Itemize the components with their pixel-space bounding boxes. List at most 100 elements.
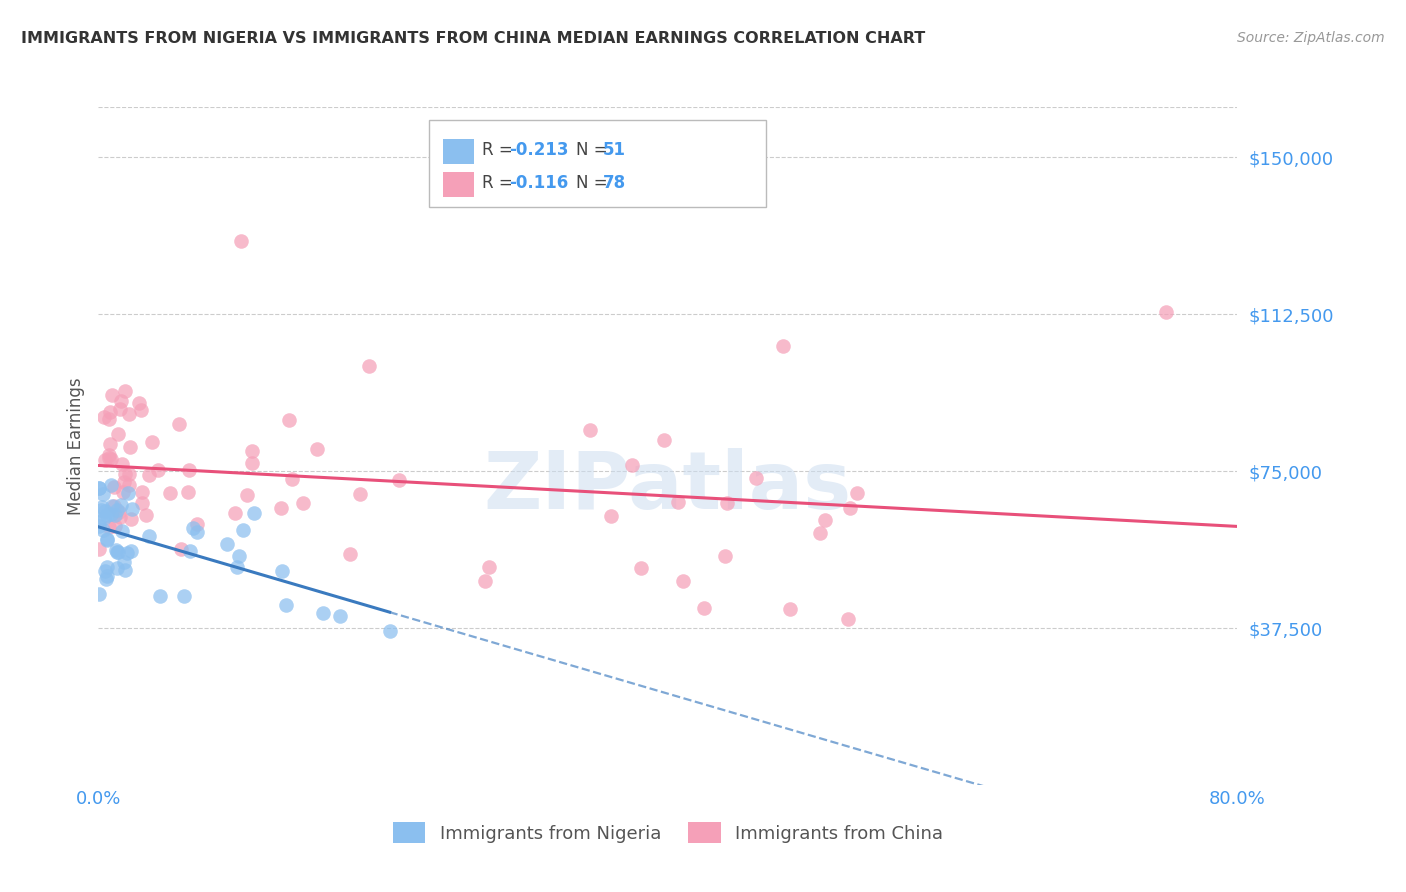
Point — [129, 402, 152, 417]
Point — [118, 407, 141, 421]
Point — [779, 602, 801, 616]
Point — [232, 523, 254, 537]
Point — [138, 468, 160, 483]
Point — [103, 499, 125, 513]
Point — [474, 574, 496, 588]
Point — [118, 478, 141, 492]
Point — [599, 508, 621, 523]
Point — [228, 549, 250, 564]
Point — [90, 503, 112, 517]
Point — [349, 487, 371, 501]
Point — [179, 544, 201, 558]
Point — [170, 541, 193, 556]
Point — [96, 559, 118, 574]
Point — [104, 508, 127, 522]
Point — [808, 525, 831, 540]
Point — [578, 423, 600, 437]
Point — [100, 507, 122, 521]
Point — [292, 495, 315, 509]
Point — [312, 606, 335, 620]
Point — [89, 542, 111, 557]
Point — [772, 338, 794, 352]
Point — [94, 453, 117, 467]
Point — [101, 500, 124, 514]
Text: -0.116: -0.116 — [509, 174, 568, 192]
Point — [229, 234, 252, 248]
Text: 51: 51 — [603, 141, 626, 159]
Point — [186, 525, 208, 540]
Point — [357, 359, 380, 374]
Point — [224, 506, 246, 520]
Point — [839, 500, 862, 515]
Point — [278, 413, 301, 427]
Point — [105, 502, 128, 516]
Point — [837, 611, 859, 625]
Point — [181, 521, 204, 535]
Point — [91, 523, 114, 537]
Point — [114, 563, 136, 577]
Point — [110, 393, 132, 408]
Point — [89, 587, 111, 601]
Point — [112, 475, 135, 489]
Point — [101, 388, 124, 402]
Point — [115, 546, 138, 560]
Point — [378, 624, 401, 639]
Text: ZIPatlas: ZIPatlas — [484, 448, 852, 525]
Point — [87, 481, 110, 495]
Point — [107, 560, 129, 574]
Point — [120, 544, 142, 558]
Text: Source: ZipAtlas.com: Source: ZipAtlas.com — [1237, 31, 1385, 45]
Point — [281, 472, 304, 486]
Point — [177, 485, 200, 500]
Point — [87, 515, 110, 529]
Point — [128, 396, 150, 410]
Point — [104, 519, 127, 533]
Point — [97, 519, 120, 533]
Point — [98, 448, 121, 462]
Point — [240, 443, 263, 458]
Text: R =: R = — [482, 141, 519, 159]
Point — [96, 508, 118, 522]
Point — [111, 524, 134, 538]
Point — [652, 434, 675, 448]
Point — [98, 451, 121, 466]
Text: 78: 78 — [603, 174, 626, 192]
Point — [745, 471, 768, 485]
Point — [93, 410, 115, 425]
Point — [672, 574, 695, 589]
Point — [270, 501, 292, 516]
Point — [111, 484, 134, 499]
Point — [131, 484, 153, 499]
Point — [117, 485, 139, 500]
Point — [94, 572, 117, 586]
Point — [110, 498, 132, 512]
Point — [93, 564, 115, 578]
Point — [100, 477, 122, 491]
Point — [103, 481, 125, 495]
Point — [108, 510, 131, 524]
Point — [226, 559, 249, 574]
Point — [135, 508, 157, 523]
Point — [620, 458, 643, 472]
Point — [693, 601, 716, 615]
Point — [108, 505, 131, 519]
Point — [114, 384, 136, 399]
Point — [107, 545, 129, 559]
Point — [87, 481, 110, 495]
Point — [329, 609, 352, 624]
Point — [215, 537, 238, 551]
Point — [98, 405, 121, 419]
Legend: Immigrants from Nigeria, Immigrants from China: Immigrants from Nigeria, Immigrants from… — [385, 815, 950, 850]
Point — [121, 502, 143, 516]
Point — [120, 512, 142, 526]
Text: IMMIGRANTS FROM NIGERIA VS IMMIGRANTS FROM CHINA MEDIAN EARNINGS CORRELATION CHA: IMMIGRANTS FROM NIGERIA VS IMMIGRANTS FR… — [21, 31, 925, 46]
Point — [118, 467, 141, 481]
Point — [339, 547, 361, 561]
Point — [96, 533, 118, 547]
Point — [167, 417, 190, 431]
Text: N =: N = — [576, 141, 613, 159]
Point — [91, 486, 114, 500]
Point — [107, 427, 129, 442]
Point — [236, 488, 259, 502]
Point — [630, 561, 652, 575]
